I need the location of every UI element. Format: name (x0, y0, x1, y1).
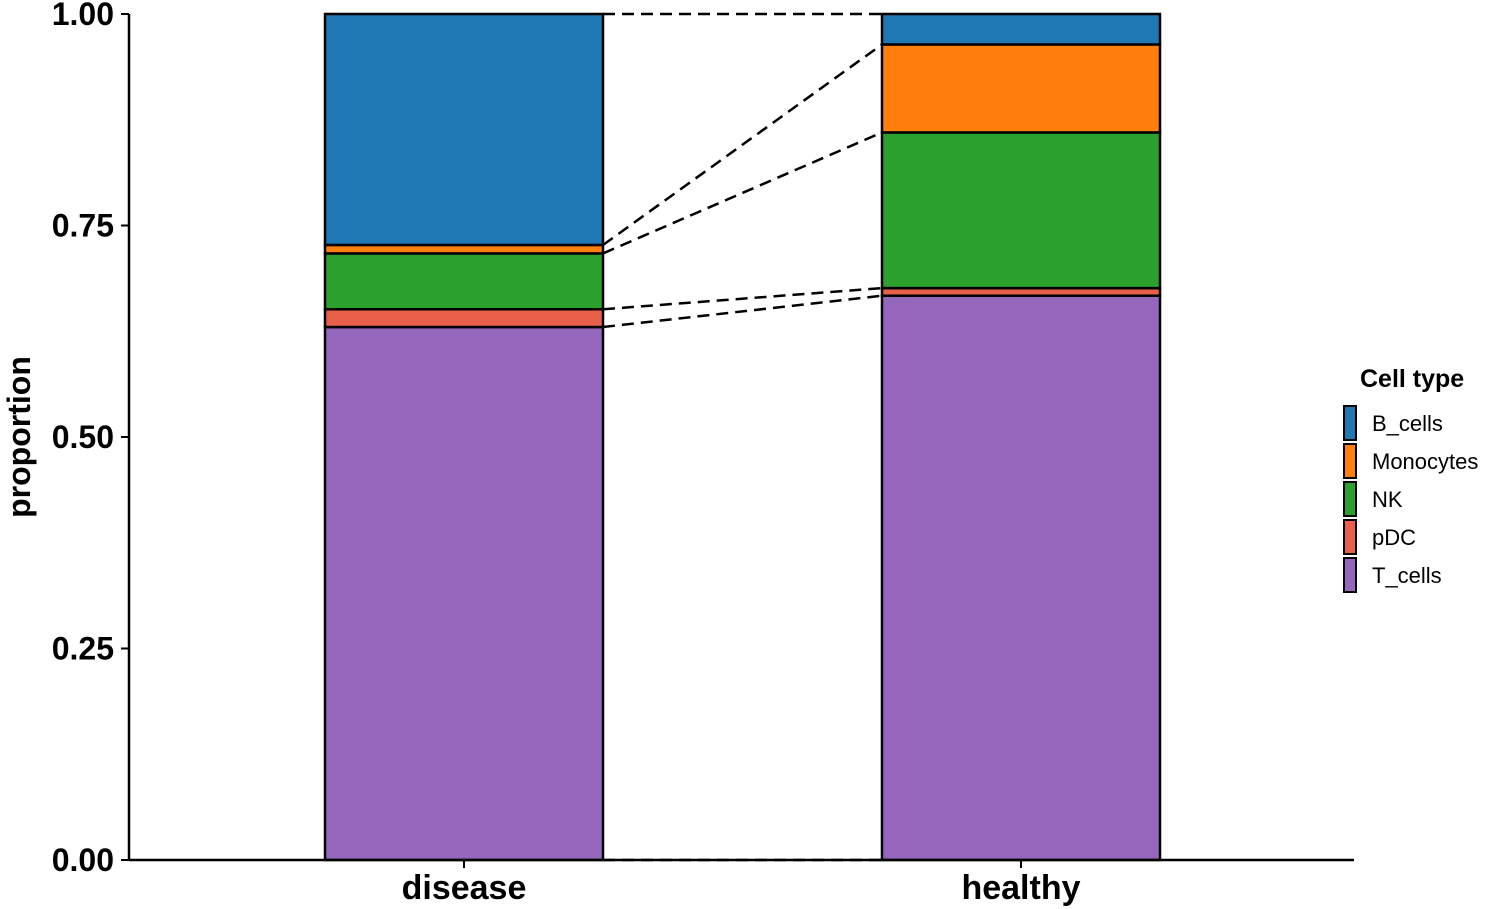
y-tick-label: 0.50 (52, 419, 114, 455)
legend-label-nk: NK (1372, 487, 1403, 512)
bar-healthy-monocytes (880, 43, 1162, 134)
legend-swatch-pdc (1343, 519, 1357, 555)
legend-swatch-monocytes (1343, 443, 1357, 479)
legend-swatch-t-cells (1343, 557, 1357, 593)
bar-healthy-b-cells (880, 12, 1162, 46)
bar-disease-pdc (323, 308, 605, 329)
y-ticks: 0.00 0.25 0.50 0.75 1.00 (52, 0, 129, 878)
bar-disease-t-cells (323, 325, 605, 862)
legend-label-monocytes: Monocytes (1372, 449, 1478, 474)
y-axis-title: proportion (1, 356, 37, 518)
x-ticks: disease healthy (402, 860, 1081, 907)
x-tick-label-healthy: healthy (961, 869, 1080, 907)
legend-swatch-nk (1343, 481, 1357, 517)
connector-line-4 (602, 43, 883, 246)
y-tick-label: 1.00 (52, 0, 114, 32)
axes (127, 14, 1354, 862)
legend-title: Cell type (1360, 365, 1464, 393)
connector-line-1 (602, 294, 883, 329)
y-tick-label: 0.00 (52, 842, 114, 878)
connector-line-3 (602, 131, 883, 255)
bars (323, 12, 1162, 862)
bar-disease-monocytes (323, 243, 605, 255)
bar-disease-nk (323, 252, 605, 311)
connector-lines (602, 12, 883, 862)
bar-healthy-t-cells (880, 294, 1162, 862)
y-tick-label: 0.75 (52, 208, 114, 244)
bar-healthy-nk (880, 131, 1162, 290)
legend-label-pdc: pDC (1372, 525, 1416, 550)
x-tick-label-disease: disease (402, 869, 527, 907)
connector-line-2 (602, 286, 883, 311)
y-tick-label: 0.25 (52, 631, 114, 667)
legend: Cell type B_cells Monocytes NK pDC T_cells (1343, 365, 1478, 593)
legend-label-t-cells: T_cells (1372, 563, 1442, 588)
legend-swatch-b-cells (1343, 405, 1357, 441)
legend-label-b-cells: B_cells (1372, 411, 1443, 436)
bar-disease-b-cells (323, 12, 605, 247)
